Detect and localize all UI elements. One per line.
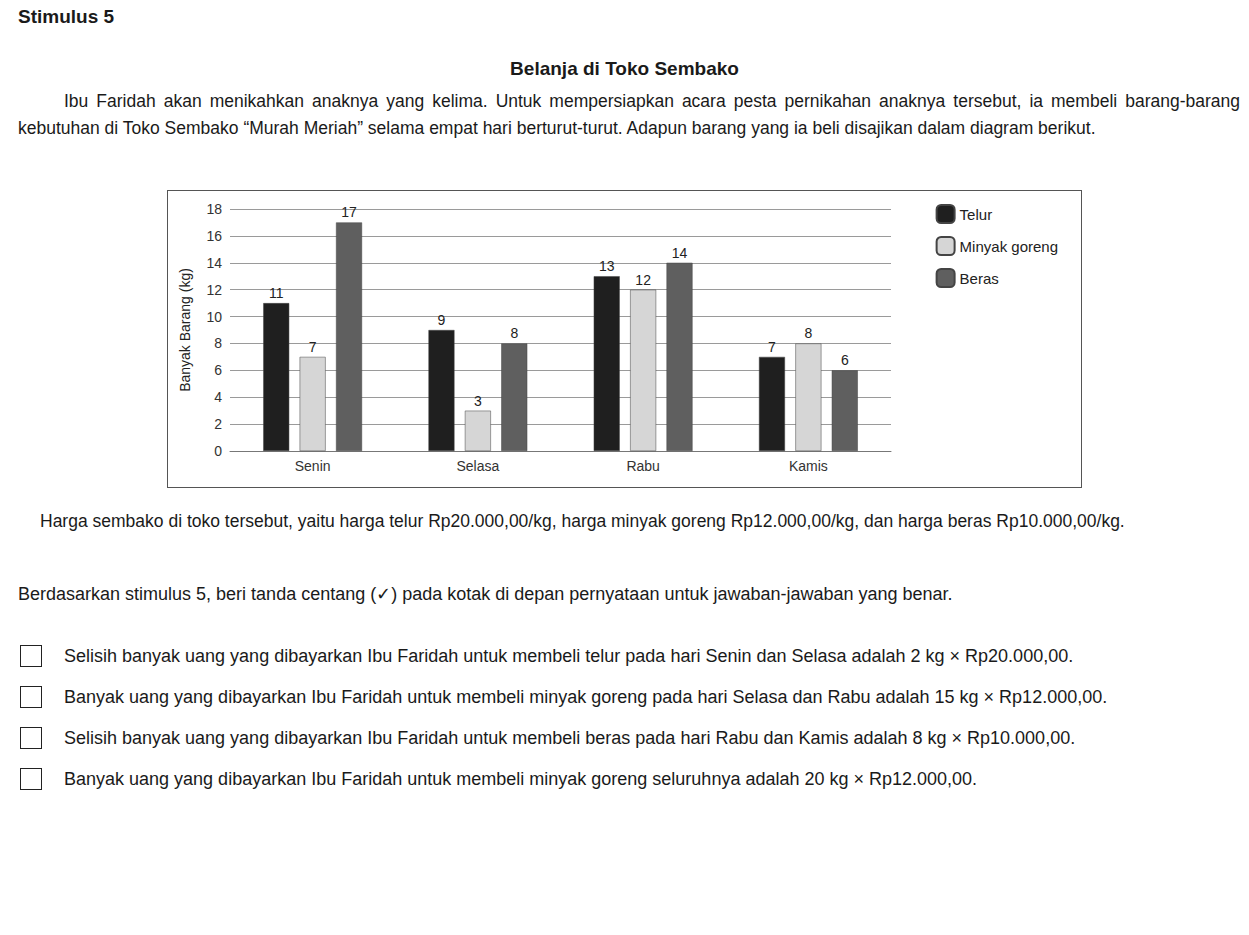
svg-text:4: 4 bbox=[214, 389, 222, 405]
svg-text:3: 3 bbox=[474, 393, 482, 409]
svg-text:8: 8 bbox=[804, 325, 812, 341]
svg-text:12: 12 bbox=[635, 272, 651, 288]
svg-text:2: 2 bbox=[214, 416, 222, 432]
svg-text:11: 11 bbox=[269, 285, 284, 301]
svg-text:Telur: Telur bbox=[960, 206, 993, 223]
html-text:Ibu Faridah akan menikahkan an: Ibu Faridah akan menikahkan anaknya yang… bbox=[18, 91, 1240, 138]
html-text:Harga sembako di toko tersebut: Harga sembako di toko tersebut, yaitu ha… bbox=[40, 511, 1125, 531]
svg-text:Minyak goreng: Minyak goreng bbox=[960, 238, 1058, 255]
svg-text:Banyak Barang (kg): Banyak Barang (kg) bbox=[177, 268, 193, 392]
html-text:Selisih banyak uang yang dibay: Selisih banyak uang yang dibayarkan Ibu … bbox=[64, 646, 1074, 666]
svg-text:Kamis: Kamis bbox=[789, 458, 828, 474]
svg-text:0: 0 bbox=[214, 443, 222, 459]
svg-text:6: 6 bbox=[214, 362, 222, 378]
svg-text:10: 10 bbox=[206, 309, 222, 325]
svg-text:18: 18 bbox=[206, 201, 222, 217]
html-text:Banyak uang yang dibayarkan Ib: Banyak uang yang dibayarkan Ibu Faridah … bbox=[64, 687, 1108, 707]
html-text:Selisih banyak uang yang dibay: Selisih banyak uang yang dibayarkan Ibu … bbox=[64, 728, 1076, 748]
svg-text:7: 7 bbox=[309, 339, 317, 355]
svg-text:8: 8 bbox=[214, 335, 222, 351]
svg-text:Beras: Beras bbox=[960, 270, 999, 287]
svg-text:Rabu: Rabu bbox=[626, 458, 659, 474]
svg-text:Selasa: Selasa bbox=[456, 458, 499, 474]
svg-text:9: 9 bbox=[438, 312, 446, 328]
svg-text:12: 12 bbox=[206, 282, 222, 298]
svg-text:6: 6 bbox=[841, 352, 849, 368]
svg-text:Senin: Senin bbox=[295, 458, 331, 474]
svg-text:14: 14 bbox=[206, 255, 222, 271]
svg-text:13: 13 bbox=[599, 258, 615, 274]
svg-text:17: 17 bbox=[341, 204, 357, 220]
svg-text:14: 14 bbox=[672, 245, 688, 261]
html-text:Stimulus 5: Stimulus 5 bbox=[18, 6, 115, 27]
svg-text:7: 7 bbox=[768, 339, 776, 355]
html-text:Banyak uang yang dibayarkan Ib: Banyak uang yang dibayarkan Ibu Faridah … bbox=[64, 769, 978, 789]
html-text:Berdasarkan stimulus 5, beri t: Berdasarkan stimulus 5, beri tanda centa… bbox=[18, 584, 953, 604]
svg-text:8: 8 bbox=[510, 325, 518, 341]
svg-text:16: 16 bbox=[206, 228, 222, 244]
html-text:Belanja di Toko Sembako: Belanja di Toko Sembako bbox=[510, 58, 739, 79]
